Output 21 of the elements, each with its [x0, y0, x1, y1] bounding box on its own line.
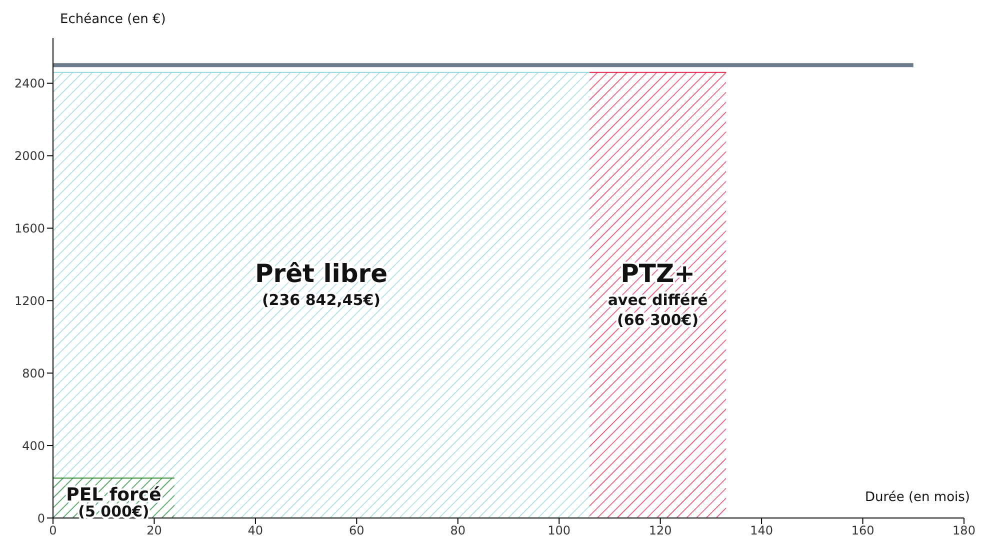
x-tick-label: 160 — [851, 524, 874, 538]
y-tick-label: 2000 — [14, 148, 45, 163]
x-axis-title: Durée (en mois) — [865, 490, 970, 505]
annotation: (236 842,45€) — [262, 290, 381, 309]
y-axis-title: Echéance (en €) — [60, 12, 166, 27]
x-tick-label: 140 — [750, 524, 774, 538]
x-tick-label: 120 — [648, 524, 672, 538]
y-tick-label: 800 — [22, 366, 45, 380]
x-tick-label: 180 — [952, 524, 976, 538]
y-tick-label: 400 — [22, 438, 45, 453]
x-tick-label: 20 — [146, 524, 162, 538]
x-tick-label: 40 — [248, 524, 264, 538]
y-tick-label: 1200 — [14, 294, 45, 308]
x-tick-label: 60 — [349, 524, 364, 538]
y-tick-label: 2400 — [14, 76, 45, 91]
y-tick-label: 1600 — [14, 221, 45, 236]
x-tick-label: 100 — [548, 524, 571, 538]
series-label: Prêt libre — [254, 258, 388, 288]
y-tick-label: 0 — [37, 511, 45, 526]
x-tick-label: 80 — [450, 524, 466, 538]
x-tick-label: 0 — [49, 524, 57, 538]
